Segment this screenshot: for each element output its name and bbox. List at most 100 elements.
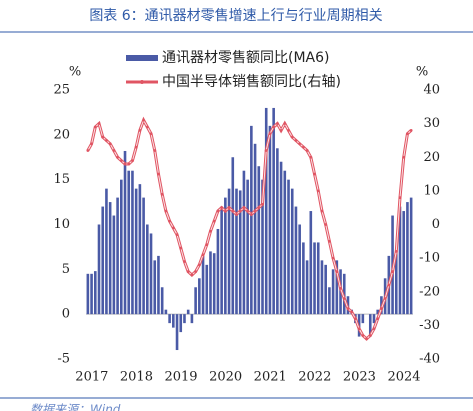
bar: [112, 215, 116, 315]
line-marker: [223, 209, 227, 213]
line-marker: [190, 273, 194, 277]
bar: [97, 224, 101, 315]
x-tick-label: 2021: [254, 370, 287, 385]
bar: [283, 170, 287, 315]
line-marker: [209, 229, 212, 233]
bar: [368, 314, 372, 337]
line-marker: [361, 334, 365, 337]
bar: [201, 255, 205, 315]
line-marker: [313, 172, 316, 176]
line-marker: [316, 189, 320, 193]
bar: [394, 251, 398, 315]
bar: [108, 202, 112, 315]
y2-tick-label: 30: [423, 116, 440, 131]
bar: [250, 125, 253, 315]
line-marker: [249, 213, 253, 216]
legend-label: 中国半导体销售额同比(右轴): [162, 74, 341, 90]
bar: [179, 314, 183, 333]
line-marker: [253, 209, 257, 213]
line-marker: [387, 283, 391, 287]
line-marker: [335, 270, 339, 273]
line-marker: [183, 260, 186, 263]
bar: [313, 242, 316, 315]
x-tick-label: 2023: [343, 370, 376, 385]
bar: [398, 206, 402, 315]
bar: [342, 273, 346, 315]
y2-tick-label: 40: [423, 83, 440, 98]
bar: [287, 179, 290, 315]
bar: [268, 125, 272, 315]
bar: [272, 107, 275, 315]
bar: [93, 271, 97, 315]
y-tick-label: 25: [53, 83, 70, 98]
line-marker: [298, 142, 302, 146]
bar: [183, 314, 186, 324]
bar: [212, 253, 216, 315]
bar: [227, 188, 231, 315]
bar: [261, 179, 264, 315]
bar: [175, 314, 179, 351]
y2-tick-label: 0: [432, 217, 440, 232]
legend-label: 通讯器材零售额同比(MA6): [162, 50, 330, 66]
bar: [123, 150, 127, 315]
line-marker: [357, 327, 361, 331]
bar: [305, 260, 309, 315]
line-marker: [368, 334, 372, 337]
bar: [320, 260, 324, 315]
bar: [90, 273, 93, 315]
bar: [376, 309, 379, 315]
bar: [164, 309, 168, 315]
line-marker: [339, 286, 342, 290]
line-marker: [290, 135, 294, 139]
bar: [290, 188, 294, 315]
line-marker: [257, 206, 261, 210]
bar: [220, 206, 223, 315]
line-marker: [391, 270, 394, 273]
y-unit: %: [69, 65, 81, 80]
line-marker: [127, 162, 131, 166]
line-marker: [264, 149, 268, 152]
bar: [279, 161, 283, 315]
bar: [198, 278, 201, 315]
x-tick-label: 2024: [387, 370, 420, 385]
y-tick-label: -5: [57, 352, 70, 367]
line-marker: [324, 223, 328, 226]
bar: [209, 251, 212, 315]
line-marker: [112, 149, 116, 152]
x-tick-label: 2022: [298, 370, 331, 385]
line-marker: [171, 226, 175, 230]
x-tick-label: 2020: [209, 370, 242, 385]
line-marker: [201, 253, 205, 257]
y-tick-label: 15: [53, 172, 70, 187]
y-tick-label: 20: [53, 127, 70, 142]
line-marker: [197, 263, 201, 267]
line-marker: [160, 192, 164, 196]
bar: [160, 287, 164, 315]
line-marker: [305, 149, 309, 152]
bar: [131, 170, 134, 315]
bar: [186, 309, 190, 315]
bar: [409, 197, 413, 315]
bar: [309, 211, 313, 315]
bar: [231, 157, 235, 315]
line-marker: [383, 297, 387, 300]
line-marker: [108, 142, 112, 146]
line-marker: [105, 139, 108, 142]
line-marker: [272, 125, 276, 129]
line-marker: [231, 209, 235, 213]
line-marker: [168, 219, 172, 223]
line-marker: [398, 196, 402, 200]
line-marker: [327, 239, 331, 243]
line-marker: [275, 122, 279, 126]
line-marker: [309, 155, 313, 159]
line-marker: [90, 142, 93, 146]
bar: [146, 224, 149, 315]
line-marker: [205, 243, 209, 247]
bar: [294, 206, 298, 315]
bar: [86, 273, 90, 315]
bar: [172, 314, 175, 328]
line-marker: [279, 128, 283, 132]
x-tick-label: 2018: [120, 370, 153, 385]
bar: [257, 166, 261, 315]
line-marker: [287, 128, 290, 132]
